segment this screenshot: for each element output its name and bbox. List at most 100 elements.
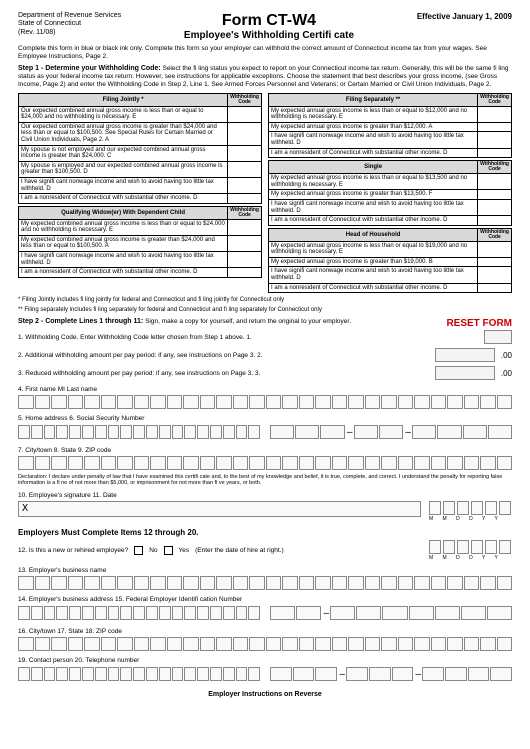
table-row: Our expected combined annual gross incom… bbox=[19, 106, 228, 122]
declaration-text: Declaration: I declare under penalty of … bbox=[18, 474, 512, 486]
line-3: 3. Reduced withholding amount per pay pe… bbox=[18, 366, 512, 380]
business-name-cells[interactable] bbox=[18, 576, 512, 590]
table-row: I have signifi cant nonwage income and w… bbox=[269, 267, 478, 283]
additional-withholding-input[interactable] bbox=[435, 348, 495, 362]
line-1: 1. Withholding Code. Enter Withholding C… bbox=[18, 330, 512, 344]
address-fein-row: – bbox=[18, 604, 512, 622]
hh-title: Head of Household bbox=[269, 228, 478, 241]
signature-input[interactable]: X bbox=[18, 501, 421, 517]
page-header: Department of Revenue Services State of … bbox=[18, 12, 512, 41]
employer-address-cells[interactable] bbox=[18, 606, 260, 620]
footnote-1: * Filing Jointly includes fi ling jointl… bbox=[18, 297, 512, 304]
signature-row: X M M D D Y Y bbox=[18, 501, 512, 522]
l2-label: 2. Additional withholding amount per pay… bbox=[18, 352, 431, 359]
table-row: I am a nonresident of Connecticut with s… bbox=[19, 268, 228, 278]
table-row: My expected annual gross income is great… bbox=[269, 257, 478, 267]
step2: Step 2 - Complete Lines 1 through 11: Si… bbox=[18, 318, 512, 326]
head-household-table: Head of HouseholdWithholding Code My exp… bbox=[268, 228, 512, 294]
l4-label: 4. First name MI Last name bbox=[18, 386, 512, 393]
intro-text: Complete this form in blue or black ink … bbox=[18, 45, 512, 61]
contact-cells[interactable] bbox=[18, 667, 260, 681]
l16-label: 16. City/town 17. State 18. ZIP code bbox=[18, 628, 512, 635]
code-hdr: Withholding Code bbox=[478, 161, 512, 174]
l7-label: 7. City/town 8. State 9. ZIP code bbox=[18, 447, 512, 454]
table-row: I am a nonresident of Connecticut with s… bbox=[269, 148, 478, 158]
city-state-zip-cells[interactable] bbox=[18, 456, 512, 470]
yes-checkbox[interactable] bbox=[164, 546, 173, 555]
table-row: My expected annual gross income is less … bbox=[269, 106, 478, 122]
qw-title: Qualifying Widow(er) With Dependent Chil… bbox=[19, 206, 228, 219]
no-checkbox[interactable] bbox=[134, 546, 143, 555]
date-cells[interactable] bbox=[429, 501, 512, 515]
l5-label: 5. Home address 6. Social Security Numbe… bbox=[18, 415, 512, 422]
reduced-withholding-input[interactable] bbox=[435, 366, 495, 380]
form-code: Form CT-W4 bbox=[121, 12, 417, 30]
phone-cells[interactable]: –– bbox=[270, 667, 512, 681]
step1-label: Step 1 - Determine your Withholding Code… bbox=[18, 65, 161, 72]
l13-label: 13. Employer's business name bbox=[18, 567, 512, 574]
l10-label: 10. Employee's signature 11. Date bbox=[18, 492, 512, 499]
table-row: My expected combined annual gross income… bbox=[19, 219, 228, 235]
date-format: M M D D Y Y bbox=[429, 516, 512, 522]
dept: Department of Revenue Services bbox=[18, 12, 121, 20]
table-row: I am a nonresident of Connecticut with s… bbox=[269, 283, 478, 293]
table-row: My spouse is not employed and our expect… bbox=[19, 145, 228, 161]
filing-jointly-table: Filing Jointly *Withholding Code Our exp… bbox=[18, 93, 262, 204]
code-hdr: Withholding Code bbox=[228, 93, 262, 106]
table-row: My spouse is employed and our expected c… bbox=[19, 161, 228, 177]
agency-block: Department of Revenue Services State of … bbox=[18, 12, 121, 41]
address-ssn-row: –– bbox=[18, 423, 512, 441]
footer-note: Employer Instructions on Reverse bbox=[18, 691, 512, 698]
reset-form-button[interactable]: RESET FORM bbox=[446, 318, 512, 330]
l12-hint: (Enter the date of hire at right.) bbox=[195, 547, 284, 554]
no-label: No bbox=[149, 547, 157, 554]
table-row: My expected annual gross income is less … bbox=[269, 241, 478, 257]
form-title: Employee's Withholding Certifi cate bbox=[121, 30, 417, 41]
table-row: My expected annual gross income is less … bbox=[269, 174, 478, 190]
footnote-2: ** Filing separately includes fi ling se… bbox=[18, 307, 512, 314]
l3-label: 3. Reduced withholding amount per pay pe… bbox=[18, 370, 431, 377]
fj-title: Filing Jointly * bbox=[19, 93, 228, 106]
decimal: .00 bbox=[499, 351, 512, 360]
code-hdr: Withholding Code bbox=[228, 206, 262, 219]
l12-label: 12. Is this a new or rehired employee? bbox=[18, 547, 128, 554]
contact-phone-row: –– bbox=[18, 665, 512, 683]
filing-tables: Filing Jointly *Withholding Code Our exp… bbox=[18, 93, 512, 294]
hire-date-cells[interactable] bbox=[429, 540, 512, 554]
filing-separately-table: Filing Separately **Withholding Code My … bbox=[268, 93, 512, 159]
l1-label: 1. Withholding Code. Enter Withholding C… bbox=[18, 334, 480, 341]
ssn-cells[interactable]: –– bbox=[270, 425, 512, 439]
state: State of Connecticut bbox=[18, 20, 121, 28]
line-12: 12. Is this a new or rehired employee? N… bbox=[18, 540, 512, 561]
address-cells[interactable] bbox=[18, 425, 260, 439]
table-row: I have signifi cant nonwage income and w… bbox=[19, 177, 228, 193]
decimal: .00 bbox=[499, 369, 512, 378]
effective-date: Effective January 1, 2009 bbox=[417, 12, 512, 41]
code-hdr: Withholding Code bbox=[478, 93, 512, 106]
fein-cells[interactable]: – bbox=[270, 606, 512, 620]
l19-label: 19. Contact person 20. Telephone number bbox=[18, 657, 512, 664]
step2-label: Step 2 - Complete Lines 1 through 11: bbox=[18, 318, 143, 325]
step2-body: Sign, make a copy for yourself, and retu… bbox=[145, 318, 351, 325]
fs-title: Filing Separately ** bbox=[269, 93, 478, 106]
table-row: My expected combined annual gross income… bbox=[19, 235, 228, 251]
sg-title: Single bbox=[269, 161, 478, 174]
withholding-code-input[interactable] bbox=[484, 330, 512, 344]
l14-label: 14. Employer's business address 15. Fede… bbox=[18, 596, 512, 603]
employer-header: Employers Must Complete Items 12 through… bbox=[18, 528, 512, 537]
table-row: I am a nonresident of Connecticut with s… bbox=[269, 216, 478, 226]
table-row: My expected annual gross income is great… bbox=[269, 122, 478, 132]
step1: Step 1 - Determine your Withholding Code… bbox=[18, 65, 512, 89]
single-table: SingleWithholding Code My expected annua… bbox=[268, 160, 512, 226]
name-cells[interactable] bbox=[18, 395, 512, 409]
table-row: I have signifi cant nonwage income and w… bbox=[269, 199, 478, 215]
date-format: M M D D Y Y bbox=[429, 555, 512, 561]
table-row: I have signifi cant nonwage income and w… bbox=[19, 252, 228, 268]
yes-label: Yes bbox=[179, 547, 190, 554]
qualifying-widower-table: Qualifying Widow(er) With Dependent Chil… bbox=[18, 206, 262, 278]
table-row: I have signifi cant nonwage income and w… bbox=[269, 132, 478, 148]
table-row: My expected annual gross income is great… bbox=[269, 190, 478, 200]
table-row: Our expected combined annual gross incom… bbox=[19, 122, 228, 145]
employer-city-cells[interactable] bbox=[18, 637, 512, 651]
line-2: 2. Additional withholding amount per pay… bbox=[18, 348, 512, 362]
